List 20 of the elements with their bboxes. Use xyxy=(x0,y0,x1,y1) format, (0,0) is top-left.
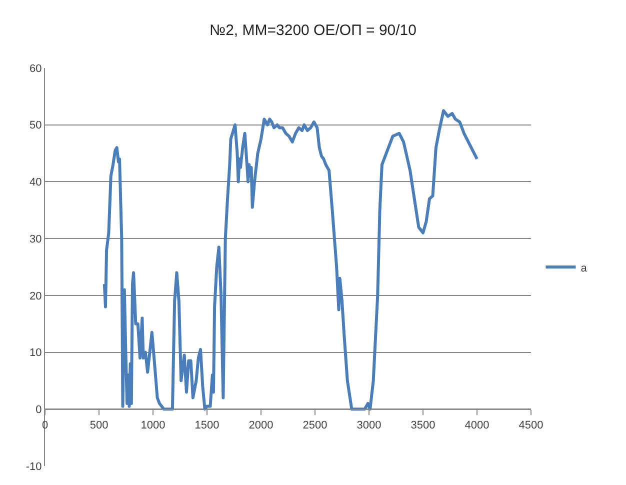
line-series xyxy=(102,109,478,411)
y-tick-label: 30 xyxy=(30,233,42,246)
x-tick-label: 4000 xyxy=(464,419,490,432)
x-tick-label: 3500 xyxy=(410,419,436,432)
x-tick-label: 1000 xyxy=(140,419,166,432)
y-tick-label: 10 xyxy=(30,347,42,360)
chart-title: №2, ММ=3200 ОЕ/ОП = 90/10 xyxy=(210,22,416,39)
x-tick-label: 500 xyxy=(90,419,108,432)
y-tick-label: -10 xyxy=(26,460,42,473)
x-tick-label: 4500 xyxy=(518,419,544,432)
y-tick-label: 40 xyxy=(30,176,42,189)
y-tick-label: 50 xyxy=(30,120,42,132)
y-tick-label: 60 xyxy=(30,62,42,75)
x-tick-label: 2500 xyxy=(302,419,328,432)
x-tick-label: 3000 xyxy=(356,419,382,432)
x-tick-label: 1500 xyxy=(194,419,220,432)
y-tick-label: 0 xyxy=(36,404,42,416)
legend-label: a xyxy=(580,262,588,274)
y-tick-label: 20 xyxy=(30,290,42,302)
x-tick-label: 2000 xyxy=(248,419,274,432)
